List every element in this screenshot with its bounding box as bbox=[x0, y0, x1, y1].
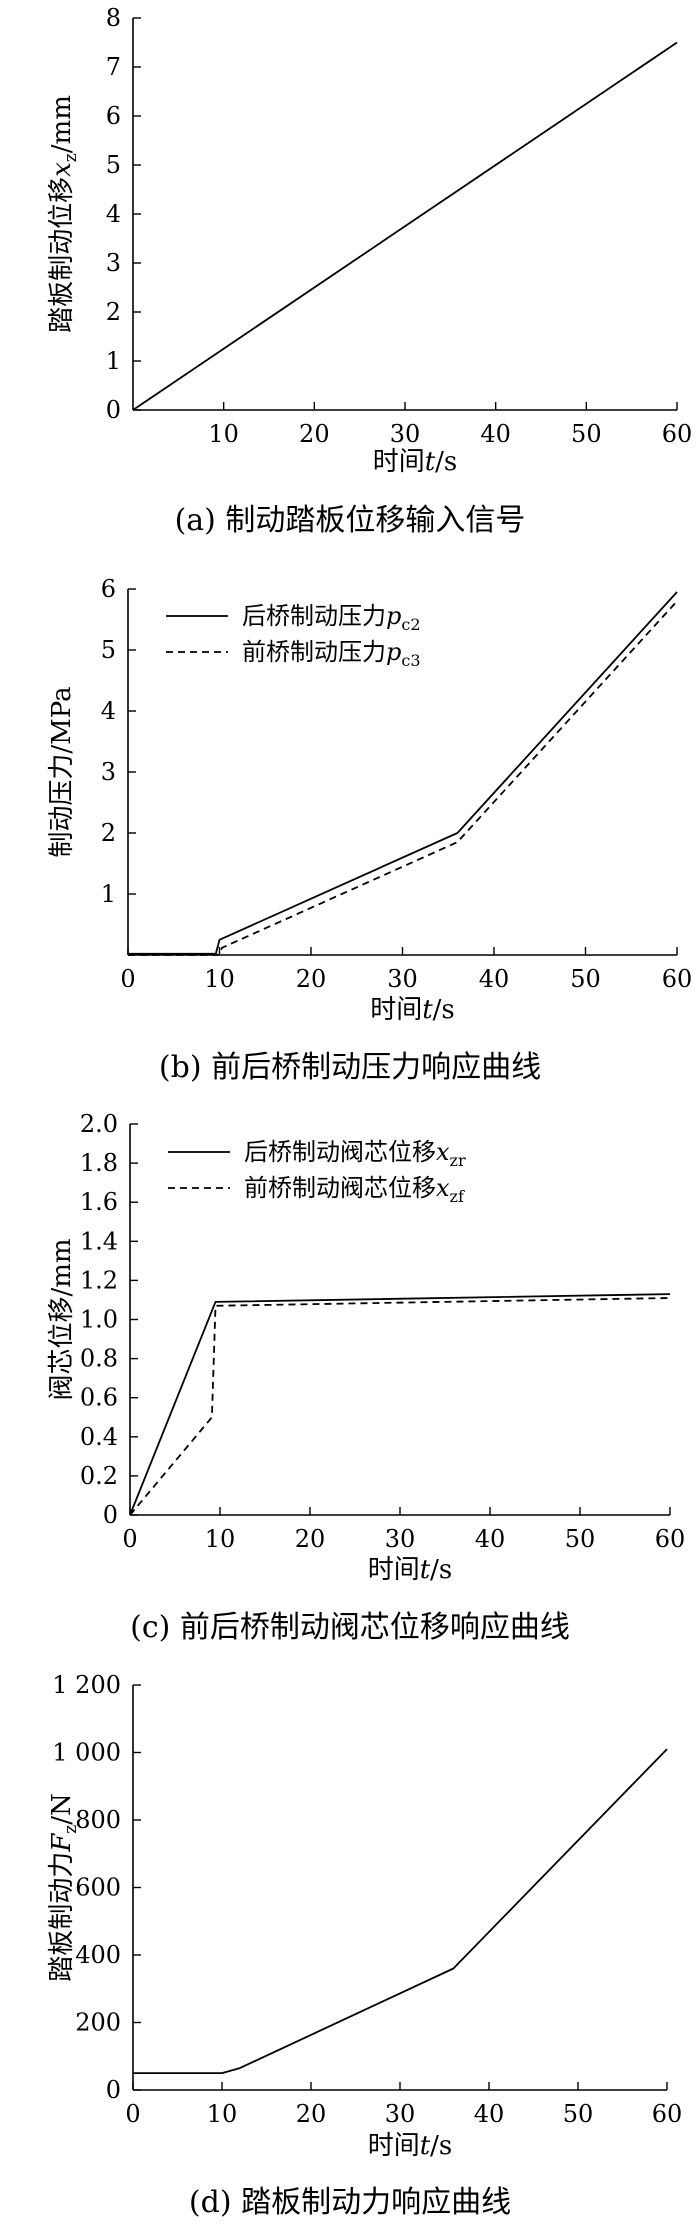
chart-c-valve-displacement: 0 10 20 30 40 50 60 0 0.2 0.4 0.6 0.8 1.0 1.2 1.4 1.6 1.… bbox=[47, 1110, 685, 1645]
x-tick-label: 10 bbox=[205, 1525, 236, 1553]
y-tick-label: 1.4 bbox=[80, 1227, 118, 1255]
x-tick-label: 60 bbox=[662, 420, 693, 448]
x-tick-label: 10 bbox=[207, 2100, 238, 2128]
y-tick-label: 0.8 bbox=[80, 1345, 118, 1373]
x-tick-label: 50 bbox=[563, 2100, 594, 2128]
x-tick-label: 30 bbox=[390, 420, 421, 448]
y-tick-label: 1 bbox=[106, 347, 121, 375]
y-tick-label: 1 200 bbox=[52, 1671, 121, 1699]
y-tick-label: 7 bbox=[106, 53, 121, 81]
series-line-dashed bbox=[129, 1297, 671, 1516]
chart-caption: (b) 前后桥制动压力响应曲线 bbox=[159, 1050, 541, 1085]
x-tick-label: 30 bbox=[387, 965, 418, 993]
x-axis-title: 时间t/s bbox=[373, 447, 458, 477]
legend-label: 前桥制动阀芯位移xzf bbox=[244, 1174, 465, 1206]
x-tick-label: 40 bbox=[479, 965, 510, 993]
y-tick-label: 0 bbox=[106, 2076, 121, 2104]
y-tick-label: 0 bbox=[103, 1501, 118, 1529]
y-tick-label: 400 bbox=[75, 1941, 121, 1969]
x-axis-title: 时间t/s bbox=[368, 1555, 453, 1585]
y-tick-label: 4 bbox=[106, 200, 121, 228]
y-tick-label: 0 bbox=[106, 396, 121, 424]
y-tick-label: 1.8 bbox=[80, 1149, 118, 1177]
y-tick-label: 6 bbox=[101, 575, 116, 603]
series-line-dashed bbox=[128, 600, 678, 956]
y-tick-label: 3 bbox=[106, 249, 121, 277]
x-tick-label: 0 bbox=[120, 965, 135, 993]
y-axis-title: 阀芯位移/mm bbox=[47, 1238, 77, 1400]
series-line-solid bbox=[129, 1293, 671, 1516]
chart-caption: (c) 前后桥制动阀芯位移响应曲线 bbox=[130, 1610, 570, 1645]
legend: 后桥制动压力pc2 前桥制动压力pc3 bbox=[166, 602, 421, 670]
x-tick-label: 20 bbox=[296, 965, 327, 993]
x-tick-label: 20 bbox=[299, 420, 330, 448]
y-tick-label: 1 bbox=[101, 880, 116, 908]
y-tick-label: 3 bbox=[101, 758, 116, 786]
y-tick-label: 1.2 bbox=[80, 1266, 118, 1294]
x-tick-label: 40 bbox=[480, 420, 511, 448]
x-tick-label: 30 bbox=[385, 2100, 416, 2128]
x-tick-label: 60 bbox=[662, 965, 693, 993]
x-tick-label: 0 bbox=[122, 1525, 137, 1553]
y-tick-label: 0.4 bbox=[80, 1423, 118, 1451]
series-line-solid bbox=[133, 1748, 668, 2075]
legend-label: 前桥制动压力pc3 bbox=[242, 638, 421, 670]
y-tick-label: 600 bbox=[75, 1874, 121, 1902]
x-tick-label: 20 bbox=[296, 2100, 327, 2128]
y-tick-label: 1.0 bbox=[80, 1306, 118, 1334]
legend-label: 后桥制动压力pc2 bbox=[242, 602, 421, 634]
x-tick-label: 20 bbox=[295, 1525, 326, 1553]
x-tick-label: 60 bbox=[652, 2100, 683, 2128]
y-tick-label: 2 bbox=[101, 819, 116, 847]
y-tick-label: 1.6 bbox=[80, 1188, 118, 1216]
x-axis-title: 时间t/s bbox=[368, 2131, 453, 2161]
chart-caption: (a) 制动踏板位移输入信号 bbox=[175, 503, 526, 538]
x-tick-label: 10 bbox=[204, 965, 235, 993]
y-tick-label: 200 bbox=[75, 2009, 121, 2037]
y-tick-label: 4 bbox=[101, 697, 116, 725]
y-tick-label: 0.2 bbox=[80, 1462, 118, 1490]
x-tick-label: 40 bbox=[475, 1525, 506, 1553]
y-tick-label: 2.0 bbox=[80, 1110, 118, 1138]
y-axis-title: 制动压力/MPa bbox=[47, 686, 77, 857]
x-axis-title: 时间t/s bbox=[370, 995, 455, 1025]
x-tick-label: 50 bbox=[565, 1525, 596, 1553]
legend: 后桥制动阀芯位移xzr 前桥制动阀芯位移xzf bbox=[168, 1138, 466, 1206]
y-tick-label: 1 000 bbox=[52, 1739, 121, 1767]
x-tick-label: 0 bbox=[125, 2100, 140, 2128]
y-tick-label: 5 bbox=[106, 151, 121, 179]
x-tick-label: 50 bbox=[571, 420, 602, 448]
chart-b-brake-pressure: 0 10 20 30 40 50 60 1 2 3 4 5 6 后桥制动压力pc2 前桥制动压力pc3 时间t… bbox=[47, 575, 692, 1085]
y-tick-label: 6 bbox=[106, 102, 121, 130]
chart-a-pedal-displacement: 10 20 30 40 50 60 0 1 2 3 4 5 6 7 8 时间t/s 踏板制动位移xz/mm (a)… bbox=[47, 4, 692, 538]
y-tick-label: 5 bbox=[101, 636, 116, 664]
y-tick-label: 2 bbox=[106, 298, 121, 326]
chart-caption: (d) 踏板制动力响应曲线 bbox=[189, 2185, 511, 2220]
x-tick-label: 10 bbox=[208, 420, 239, 448]
series-line-solid bbox=[128, 591, 678, 955]
y-tick-label: 0.6 bbox=[80, 1384, 118, 1412]
y-tick-label: 800 bbox=[75, 1806, 121, 1834]
x-tick-label: 30 bbox=[385, 1525, 416, 1553]
y-axis-title: 踏板制动力Fz/N bbox=[47, 1793, 81, 1982]
legend-label: 后桥制动阀芯位移xzr bbox=[244, 1138, 466, 1170]
x-tick-label: 50 bbox=[570, 965, 601, 993]
x-tick-label: 60 bbox=[655, 1525, 686, 1553]
y-axis-title: 踏板制动位移xz/mm bbox=[47, 95, 81, 333]
x-tick-label: 40 bbox=[474, 2100, 505, 2128]
series-line-solid bbox=[132, 41, 678, 411]
y-tick-label: 8 bbox=[106, 4, 121, 32]
